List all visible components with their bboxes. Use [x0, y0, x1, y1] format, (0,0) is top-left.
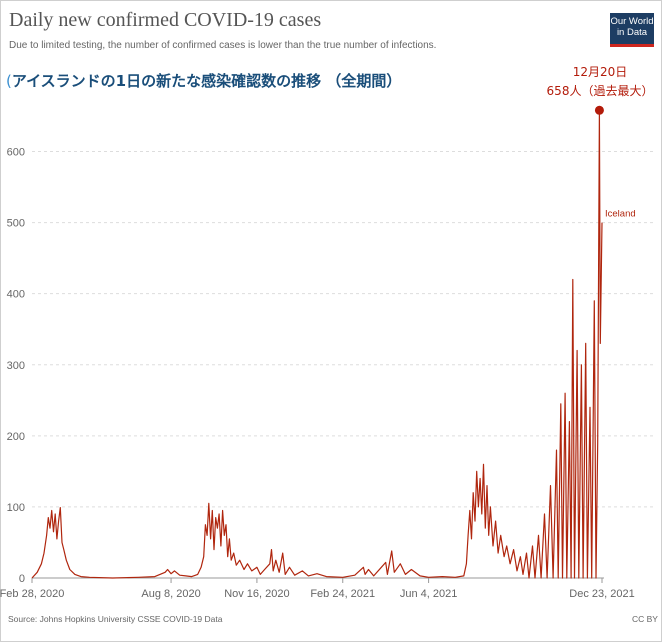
y-tick-label: 300 [7, 360, 25, 372]
series-layer: Iceland [31, 105, 636, 579]
source-note: Source: Johns Hopkins University CSSE CO… [8, 614, 223, 624]
peak-marker [594, 105, 604, 115]
x-tick-label: Dec 23, 2021 [569, 588, 634, 600]
y-tick-label: 400 [7, 289, 25, 301]
y-tick-label: 600 [7, 147, 25, 159]
peak-date-label: 12月20日 [572, 65, 628, 79]
x-axis-ticks: Feb 28, 2020 Aug 8, 2020 Nov 16, 2020 Feb 2… [0, 578, 635, 600]
license-label: CC BY [632, 614, 658, 624]
series-label: Iceland [605, 209, 636, 220]
x-tick-label: Feb 28, 2020 [0, 588, 64, 600]
series-line-iceland [31, 109, 603, 579]
y-tick-label: 500 [7, 218, 25, 230]
japanese-annotation-title: (アイスランドの1日の新たな感染確認数の推移 （全期間） [6, 70, 401, 91]
x-tick-label: Feb 24, 2021 [310, 588, 375, 600]
x-tick-label: Nov 16, 2020 [224, 588, 289, 600]
peak-value-label: 658人（過去最大） [546, 84, 654, 98]
x-tick-label: Jun 4, 2021 [400, 588, 458, 600]
chart-title: Daily new confirmed COVID-19 cases [9, 9, 322, 31]
logo-line-1: Our World [610, 16, 654, 27]
owid-logo[interactable]: Our World in Data [610, 13, 654, 47]
annotation-title-text: アイスランドの1日の新たな感染確認数の推移 （全期間） [11, 72, 402, 90]
y-tick-label: 0 [19, 573, 25, 585]
x-tick-label: Aug 8, 2020 [141, 588, 200, 600]
y-tick-label: 200 [7, 431, 25, 443]
annotation-paren: ( [6, 72, 12, 90]
y-tick-label: 100 [7, 502, 25, 514]
chart-subtitle: Due to limited testing, the number of co… [9, 40, 437, 51]
y-axis-ticks: 0 100 200 300 400 500 600 [7, 147, 25, 586]
logo-line-2: in Data [616, 27, 648, 38]
